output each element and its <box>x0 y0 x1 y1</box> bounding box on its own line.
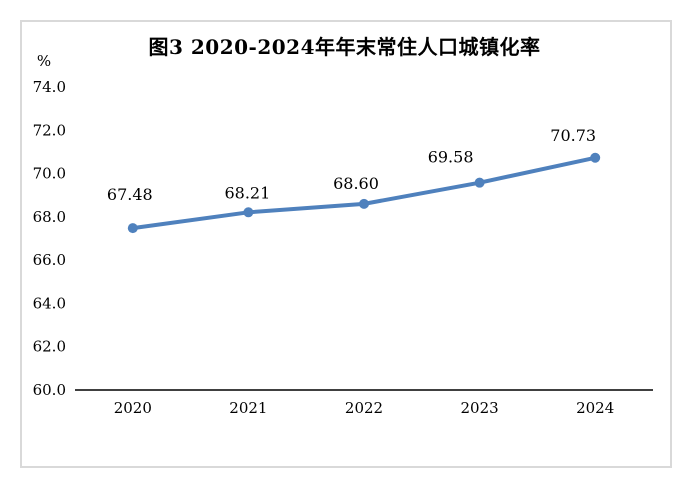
data-point-marker <box>474 177 485 188</box>
y-tick-label: 60.0 <box>33 381 66 399</box>
data-point-marker <box>127 223 138 234</box>
y-axis-unit-label: % <box>37 52 51 70</box>
x-tick-label: 2020 <box>114 399 152 417</box>
y-tick-label: 70.0 <box>33 165 66 183</box>
data-point-marker <box>359 198 369 209</box>
data-point-label: 69.58 <box>428 148 474 167</box>
y-tick-label: 72.0 <box>33 121 66 139</box>
y-tick-label: 68.0 <box>33 208 66 226</box>
y-tick-label: 64.0 <box>33 294 66 312</box>
chart-border <box>20 20 672 468</box>
data-point-marker <box>243 207 254 218</box>
y-tick-label: 74.0 <box>33 78 66 96</box>
data-line <box>130 155 598 231</box>
y-tick-label: 66.0 <box>33 251 66 269</box>
data-point-label: 67.48 <box>107 185 153 204</box>
data-point-label: 70.73 <box>550 126 596 145</box>
x-tick-label: 2022 <box>345 399 383 417</box>
data-point-label: 68.60 <box>333 174 379 193</box>
data-point-marker <box>590 152 601 163</box>
y-tick-label: 62.0 <box>33 338 66 356</box>
chart-title: 图3 2020-2024年年末常住人口城镇化率 <box>148 35 541 59</box>
x-tick-label: 2021 <box>229 399 267 417</box>
x-tick-label: 2023 <box>461 399 499 417</box>
data-point-label: 68.21 <box>224 183 270 202</box>
x-tick-label: 2024 <box>576 399 614 417</box>
